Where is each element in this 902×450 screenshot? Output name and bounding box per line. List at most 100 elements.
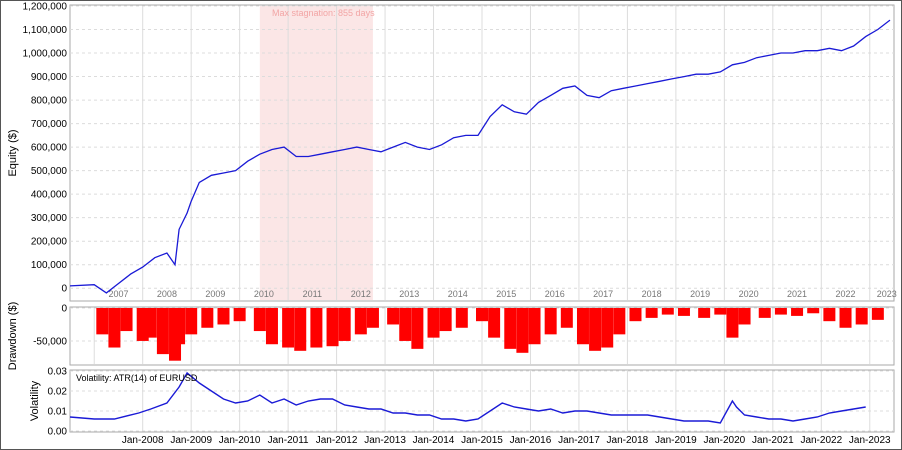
equity-axis-title: Equity ($) xyxy=(7,129,19,176)
equity-y-tick: 1,100,000 xyxy=(23,25,68,36)
equity-year-label: 2021 xyxy=(787,289,807,299)
equity-year-label: 2017 xyxy=(593,289,613,299)
volatility-y-ticks: 0.00 0.01 0.02 0.03 xyxy=(48,367,68,438)
drawdown-bar xyxy=(427,308,440,338)
volatility-x-label: Jan-2019 xyxy=(655,435,697,446)
equity-y-tick: 1,000,000 xyxy=(23,49,68,60)
volatility-x-label: Jan-2010 xyxy=(219,435,261,446)
drawdown-bar xyxy=(726,308,739,338)
volatility-y-tick: 0.01 xyxy=(48,407,68,418)
volatility-axis-title: Volatility xyxy=(29,380,41,421)
volatility-x-label: Jan-2012 xyxy=(316,435,358,446)
drawdown-bar xyxy=(855,308,868,325)
drawdown-bar xyxy=(613,308,626,335)
drawdown-bar xyxy=(411,308,424,349)
drawdown-bar xyxy=(774,308,787,315)
equity-year-label: 2020 xyxy=(739,289,759,299)
volatility-y-tick: 0.02 xyxy=(48,387,68,398)
drawdown-bar xyxy=(528,308,541,345)
volatility-x-label: Jan-2016 xyxy=(510,435,552,446)
drawdown-bar xyxy=(791,308,804,316)
equity-year-label: 2023 xyxy=(877,289,897,299)
equity-year-label: 2009 xyxy=(205,289,225,299)
equity-year-label: 2015 xyxy=(496,289,516,299)
drawdown-bar xyxy=(338,308,351,341)
equity-y-tick: 400,000 xyxy=(31,190,68,201)
drawdown-bar xyxy=(488,308,501,338)
equity-y-tick: 200,000 xyxy=(31,237,68,248)
drawdown-bar xyxy=(601,308,614,348)
equity-line xyxy=(69,19,891,294)
drawdown-bar xyxy=(185,308,198,335)
volatility-x-label: Jan-2022 xyxy=(800,435,842,446)
drawdown-axis-title: Drawdown ($) xyxy=(7,302,19,370)
equity-year-label: 2008 xyxy=(157,289,177,299)
volatility-line xyxy=(69,371,866,424)
drawdown-bar xyxy=(294,308,307,351)
drawdown-y-ticks: 0 -50,000 xyxy=(33,304,67,348)
equity-grid xyxy=(70,5,894,300)
drawdown-bar xyxy=(108,308,121,348)
volatility-x-label: Jan-2020 xyxy=(704,435,746,446)
equity-y-tick: 800,000 xyxy=(31,96,68,107)
drawdown-bar xyxy=(544,308,557,335)
drawdown-bar xyxy=(201,308,214,328)
drawdown-bar xyxy=(645,308,658,318)
equity-year-label: 2013 xyxy=(399,289,419,299)
drawdown-bar xyxy=(661,308,674,315)
drawdown-bar xyxy=(326,308,339,347)
drawdown-bar xyxy=(677,308,690,316)
drawdown-bar xyxy=(439,308,452,332)
drawdown-bar xyxy=(516,308,529,353)
drawdown-bar xyxy=(354,308,367,335)
drawdown-bar xyxy=(476,308,488,322)
equity-y-tick: 300,000 xyxy=(31,213,68,224)
drawdown-y-tick: 0 xyxy=(61,304,67,315)
equity-year-label: 2016 xyxy=(545,289,565,299)
equity-year-label: 2014 xyxy=(448,289,468,299)
drawdown-bar xyxy=(233,308,246,322)
drawdown-bar xyxy=(253,308,266,332)
drawdown-bar xyxy=(455,308,468,328)
drawdown-bar xyxy=(589,308,602,351)
equity-y-ticks: 0 100,000 200,000 300,000 400,000 500,000 600,… xyxy=(23,2,68,295)
drawdown-bar xyxy=(217,308,230,325)
drawdown-bar xyxy=(144,308,157,338)
volatility-x-label: Jan-2013 xyxy=(364,435,406,446)
drawdown-bar xyxy=(560,308,573,328)
volatility-x-label: Jan-2018 xyxy=(607,435,649,446)
equity-year-label: 2007 xyxy=(108,289,128,299)
drawdown-bar xyxy=(156,308,169,355)
drawdown-bar xyxy=(738,308,751,325)
volatility-x-labels: Jan-2008 Jan-2009 Jan-2010 Jan-2011 Jan-2012… xyxy=(122,435,891,446)
drawdown-bar xyxy=(504,308,517,349)
volatility-y-tick: 0.00 xyxy=(48,427,68,438)
drawdown-bar xyxy=(576,308,589,345)
volatility-x-label: Jan-2014 xyxy=(413,435,455,446)
drawdown-bar xyxy=(120,308,133,332)
drawdown-bar xyxy=(871,308,884,320)
drawdown-bar xyxy=(173,308,186,345)
equity-y-tick: 1,200,000 xyxy=(23,2,68,13)
drawdown-bar xyxy=(399,308,412,341)
stagnation-region xyxy=(259,6,373,300)
drawdown-bar xyxy=(96,308,109,335)
volatility-x-label: Jan-2011 xyxy=(268,435,309,446)
equity-y-tick: 900,000 xyxy=(31,72,68,83)
equity-y-tick: 500,000 xyxy=(31,166,68,177)
drawdown-bar xyxy=(387,308,400,325)
drawdown-bar xyxy=(310,308,323,348)
equity-year-labels: 2007 2008 2009 2010 2011 2012 2013 2014 2015 2016… xyxy=(108,289,896,299)
equity-year-label: 2018 xyxy=(642,289,662,299)
volatility-x-label: Jan-2023 xyxy=(849,435,891,446)
volatility-x-label: Jan-2009 xyxy=(170,435,212,446)
equity-year-label: 2019 xyxy=(690,289,710,299)
volatility-x-label: Jan-2017 xyxy=(558,435,600,446)
volatility-series-label: Volatility: ATR(14) of EURUSD xyxy=(76,373,198,383)
volatility-x-label: Jan-2015 xyxy=(461,435,503,446)
equity-year-label: 2022 xyxy=(836,289,856,299)
drawdown-bar xyxy=(366,308,379,328)
equity-year-label: 2011 xyxy=(303,289,322,299)
equity-y-tick: 700,000 xyxy=(31,119,68,130)
